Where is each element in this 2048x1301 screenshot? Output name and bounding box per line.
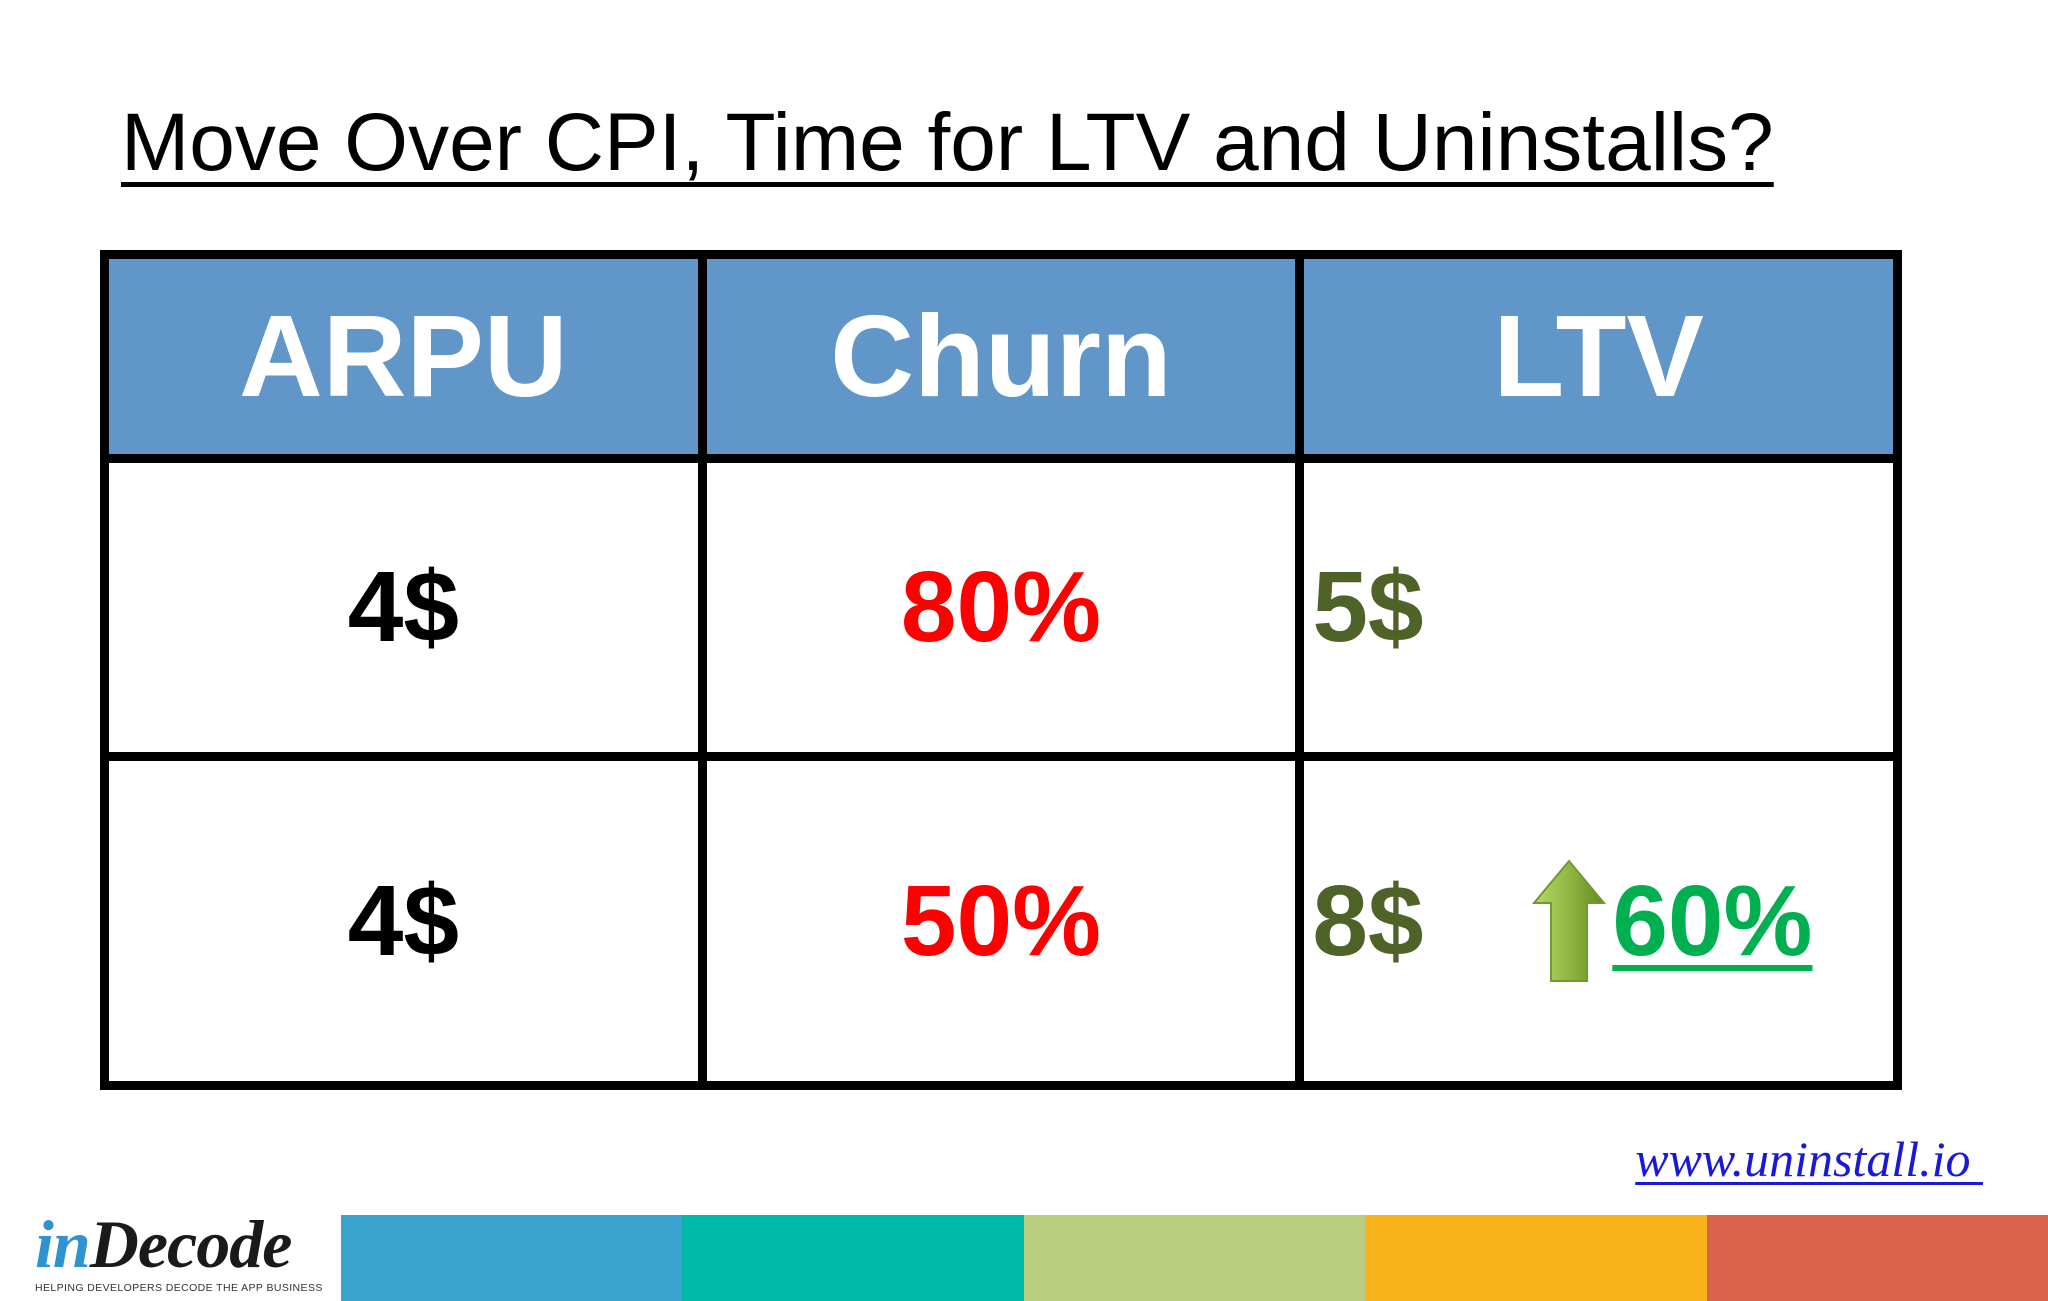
arpu-value: 4$ xyxy=(100,752,707,1090)
ltv-value: 5$ xyxy=(1312,550,1424,663)
stripe-segment xyxy=(1706,1215,2048,1301)
ltv-value: 8$ xyxy=(1312,864,1424,977)
logo-tagline: HELPING DEVELOPERS DECODE THE APP BUSINE… xyxy=(35,1282,323,1294)
header-ltv: LTV xyxy=(1295,250,1902,463)
ltv-cell: 5$ xyxy=(1295,453,1902,762)
ltv-table: ARPU Churn LTV 4$ 80% 5$ 4$ 50% 8$ xyxy=(100,250,1902,1090)
churn-value: 80% xyxy=(697,453,1305,762)
header-arpu: ARPU xyxy=(100,250,707,463)
stripe-segment xyxy=(1365,1215,1707,1301)
table-header-row: ARPU Churn LTV xyxy=(100,250,1902,463)
stripe-segment xyxy=(1023,1215,1366,1301)
logo-wordmark: inDecode xyxy=(35,1206,292,1282)
stripe-segment xyxy=(682,1215,1024,1301)
churn-value: 50% xyxy=(697,752,1305,1090)
website-link[interactable]: www.uninstall.io xyxy=(1635,1131,1983,1187)
slide-title: Move Over CPI, Time for LTV and Uninstal… xyxy=(121,97,1774,188)
up-arrow-icon xyxy=(1532,859,1607,983)
ltv-cell: 8$ 60% xyxy=(1295,752,1902,1090)
arpu-value: 4$ xyxy=(100,453,707,762)
header-churn: Churn xyxy=(697,250,1305,463)
color-stripe xyxy=(341,1215,2048,1301)
increase-percent: 60% xyxy=(1612,864,1813,977)
table-row: 4$ 80% 5$ xyxy=(100,453,1902,762)
table-row: 4$ 50% 8$ 60% xyxy=(100,752,1902,1090)
stripe-segment xyxy=(341,1215,683,1301)
ltv-increase: 60% xyxy=(1532,859,1812,983)
indecode-logo: inDecode HELPING DEVELOPERS DECODE THE A… xyxy=(35,1210,335,1294)
